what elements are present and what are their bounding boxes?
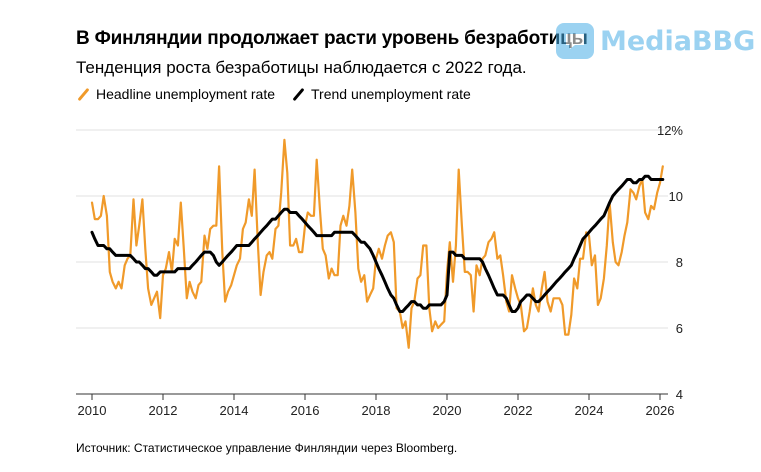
- legend-item-trend: Trend unemployment rate: [291, 86, 471, 102]
- x-tick-label-2018: 2018: [362, 403, 391, 418]
- x-tick-label-2014: 2014: [220, 403, 249, 418]
- trend-series-line: [90, 174, 665, 313]
- watermark-logo-icon: [556, 23, 594, 59]
- y-tick-label-12: 12%: [657, 123, 683, 138]
- x-tick-label-2026: 2026: [646, 403, 675, 418]
- x-tick-label-2012: 2012: [149, 403, 178, 418]
- y-tick-label-10: 10: [669, 189, 683, 204]
- legend-label-headline: Headline unemployment rate: [96, 86, 275, 102]
- x-tick-label-2024: 2024: [575, 403, 604, 418]
- x-axis: 2010 2012 2014 2016 2018 2020 2022 2024 2026: [76, 393, 675, 418]
- x-tick-label-2010: 2010: [78, 403, 107, 418]
- legend-label-trend: Trend unemployment rate: [311, 86, 471, 102]
- chart-subtitle: Тенденция роста безработицы наблюдается …: [76, 58, 527, 77]
- x-tick-label-2020: 2020: [433, 403, 462, 418]
- chart-grid: [76, 129, 668, 329]
- headline-series-line: [90, 138, 664, 349]
- watermark: MediaBBG: [556, 23, 755, 59]
- legend-item-headline: Headline unemployment rate: [76, 86, 275, 102]
- chart-series: [90, 138, 665, 349]
- chart-title: В Финляндии продолжает расти уровень без…: [76, 28, 588, 49]
- y-tick-label-8: 8: [676, 255, 683, 270]
- x-tick-label-2022: 2022: [504, 403, 533, 418]
- y-axis-ticks: 4 6 8 10 12%: [657, 123, 683, 402]
- legend: Headline unemployment rate Trend unemplo…: [76, 86, 487, 102]
- y-tick-label-4: 4: [676, 387, 683, 402]
- x-tick-label-2016: 2016: [291, 403, 320, 418]
- watermark-text: MediaBBG: [600, 25, 756, 57]
- source-note: Источник: Статистическое управление Финл…: [76, 441, 458, 455]
- y-tick-label-6: 6: [676, 321, 683, 336]
